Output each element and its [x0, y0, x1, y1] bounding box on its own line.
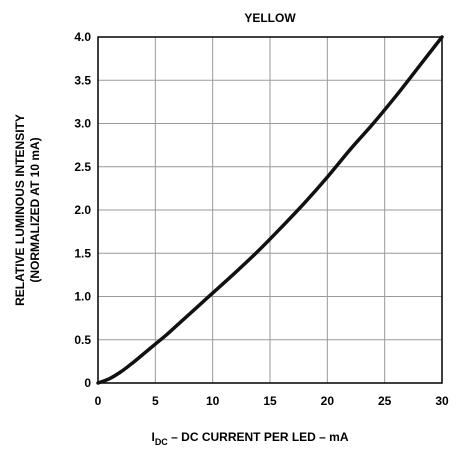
- x-tick-label: 15: [263, 394, 277, 408]
- y-tick-label: 1.5: [74, 246, 91, 260]
- y-axis-title-line1: RELATIVE LUMINOUS INTENSITY: [13, 114, 27, 306]
- y-axis-title-line2: (NORMALIZED AT 10 mA): [28, 137, 42, 282]
- y-tick-label: 2.5: [74, 160, 91, 174]
- x-tick-label: 20: [321, 394, 335, 408]
- y-tick-label: 4.0: [74, 30, 91, 44]
- tick-labels: 0 5 10 15 20 25 30 0 0.5 1.0 1.5 2.0 2.5 3.0 3.5 4.0: [74, 30, 449, 408]
- x-tick-label: 25: [378, 394, 392, 408]
- series-line: [96, 35, 444, 385]
- y-tick-label: 0: [84, 376, 91, 390]
- y-tick-label: 1.0: [74, 290, 91, 304]
- x-tick-label: 0: [95, 394, 102, 408]
- x-tick-label: 10: [206, 394, 220, 408]
- x-tick-label: 30: [435, 394, 449, 408]
- x-axis-title-text: – DC CURRENT PER LED – mA: [168, 430, 349, 444]
- plot-frame: [97, 36, 443, 384]
- y-tick-label: 3.0: [74, 117, 91, 131]
- y-tick-label: 2.0: [74, 203, 91, 217]
- x-axis-title: IDC – DC CURRENT PER LED – mA: [151, 430, 348, 447]
- grid: [98, 37, 442, 383]
- x-axis-title-symbol: I: [151, 430, 154, 444]
- x-tick-label: 5: [152, 394, 159, 408]
- y-tick-label: 0.5: [74, 333, 91, 347]
- y-tick-label: 3.5: [74, 73, 91, 87]
- chart-title: YELLOW: [244, 11, 296, 25]
- x-axis-title-subscript: DC: [155, 437, 168, 447]
